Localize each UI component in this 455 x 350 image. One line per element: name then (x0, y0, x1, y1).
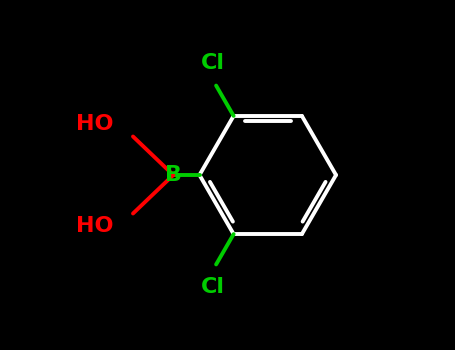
Text: B: B (165, 165, 182, 185)
Text: HO: HO (76, 216, 114, 236)
Text: Cl: Cl (201, 53, 225, 74)
Text: HO: HO (76, 114, 114, 134)
Text: Cl: Cl (201, 276, 225, 297)
